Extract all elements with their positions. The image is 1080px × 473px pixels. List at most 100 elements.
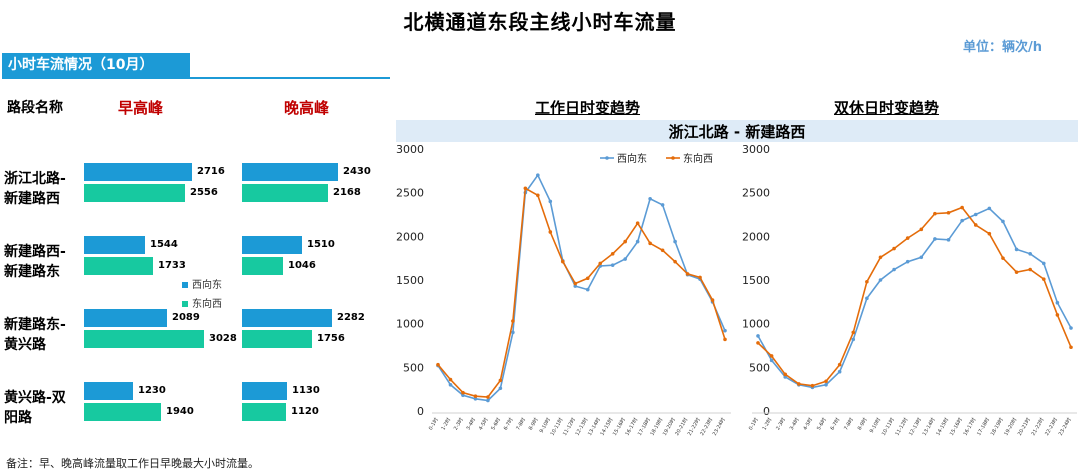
series-line-west (757, 207, 1072, 389)
chart-title-weekday: 工作日时变趋势 (535, 99, 641, 117)
bar-value-am-east: 3028 (209, 333, 237, 344)
data-point-east (1055, 313, 1060, 317)
data-point-east (1001, 256, 1005, 260)
data-point-east (933, 211, 937, 216)
bar-value-am-west: 1230 (138, 385, 166, 396)
y-tick-label: 0 (763, 405, 770, 418)
data-point-west (769, 358, 774, 363)
bar-am-east (84, 330, 204, 348)
data-point-west (987, 206, 992, 211)
bar-value-pm-west: 2282 (337, 312, 365, 323)
section-label: 小时车流情况（10月） (2, 53, 190, 77)
data-point-west (498, 386, 503, 391)
data-point-east (946, 210, 951, 215)
data-point-east (648, 241, 652, 246)
x-tick-label: 9-10时 (868, 417, 882, 435)
data-point-west (1055, 300, 1060, 305)
y-tick-label: 2500 (396, 187, 424, 200)
data-point-west (723, 328, 727, 333)
data-point-east (810, 383, 815, 388)
data-point-east (560, 259, 565, 264)
data-point-west (878, 278, 883, 282)
bar-pm-west (242, 163, 338, 181)
data-point-west (573, 284, 578, 288)
data-point-west (824, 383, 828, 387)
data-point-west (673, 239, 677, 244)
data-point-west (960, 218, 964, 223)
data-point-east (837, 362, 842, 367)
bar-am-west (84, 236, 145, 254)
data-point-east (635, 221, 640, 226)
segment-name-line2: 新建路西 (4, 191, 60, 207)
data-point-east (769, 354, 774, 358)
bar-value-pm-west: 1130 (292, 385, 320, 396)
segment-name-line2: 黄兴路 (4, 337, 46, 353)
x-tick-label: 4-5时 (477, 417, 490, 432)
bar-value-am-west: 1544 (150, 239, 178, 250)
legend-west-label: 西向东 (192, 280, 222, 291)
bar-value-pm-west: 2430 (343, 166, 371, 177)
segment-name-line1: 浙江北路- (4, 171, 66, 187)
bar-value-pm-east: 1120 (291, 406, 319, 417)
data-point-west (837, 369, 842, 374)
column-header-road: 路段名称 (7, 100, 63, 116)
data-point-west (1069, 326, 1073, 330)
bar-value-pm-east: 1756 (317, 333, 345, 344)
data-point-east (905, 236, 910, 240)
data-point-east (523, 186, 528, 191)
bar-legend-west: 西向东 (182, 276, 222, 291)
bar-value-am-east: 2556 (190, 187, 218, 198)
data-point-east (756, 341, 760, 345)
data-point-east (473, 394, 478, 398)
bar-am-east (84, 403, 161, 421)
data-point-east (919, 227, 924, 232)
y-tick-label: 0 (417, 405, 424, 418)
bar-pm-west (242, 309, 332, 327)
segment-name-line1: 新建路东- (4, 317, 66, 333)
legend-label-west: 西向东 (617, 152, 647, 165)
legend-west-swatch (182, 282, 188, 288)
x-tick-label: 0-1时 (427, 417, 440, 432)
y-tick-label: 2000 (742, 230, 770, 243)
x-tick-label: 2-3时 (452, 417, 465, 432)
data-point-east (685, 272, 690, 276)
column-header-morning-peak: 早高峰 (118, 99, 164, 117)
data-point-west (1041, 261, 1046, 266)
segment-name-line2: 阳路 (4, 410, 32, 426)
data-point-east (585, 276, 590, 281)
y-tick-label: 3000 (396, 143, 424, 156)
x-tick-label: 6-7时 (829, 417, 842, 432)
data-point-west (486, 398, 490, 403)
x-tick-label: 1-2时 (440, 417, 453, 432)
data-point-east (536, 193, 540, 198)
data-point-west (1028, 252, 1032, 256)
data-point-west (448, 383, 453, 387)
bar-pm-east (242, 403, 286, 421)
data-point-west (933, 237, 937, 241)
bar-value-am-east: 1733 (158, 260, 186, 271)
bar-pm-east (242, 330, 312, 348)
bar-pm-east (242, 257, 283, 275)
bar-pm-east (242, 184, 328, 202)
data-point-east (723, 337, 727, 342)
data-point-east (1069, 345, 1073, 350)
x-tick-label: 3-4时 (788, 417, 801, 432)
data-point-west (635, 239, 640, 244)
data-point-west (1014, 247, 1019, 252)
data-point-west (919, 255, 924, 260)
data-point-west (511, 330, 515, 335)
data-point-west (585, 287, 590, 292)
x-tick-label: 7-8时 (842, 417, 855, 432)
bar-am-west (84, 163, 192, 181)
data-point-west (756, 334, 760, 338)
legend-east-swatch (182, 301, 188, 307)
x-tick-label: 0-1时 (747, 417, 760, 432)
y-tick-label: 500 (403, 361, 424, 374)
data-point-east (878, 255, 883, 260)
data-point-east (710, 298, 715, 302)
data-point-west (648, 196, 652, 201)
chart-title-weekend: 双休日时变趋势 (834, 99, 940, 117)
data-point-east (865, 279, 869, 284)
data-point-east (797, 382, 801, 386)
data-point-east (573, 281, 578, 286)
